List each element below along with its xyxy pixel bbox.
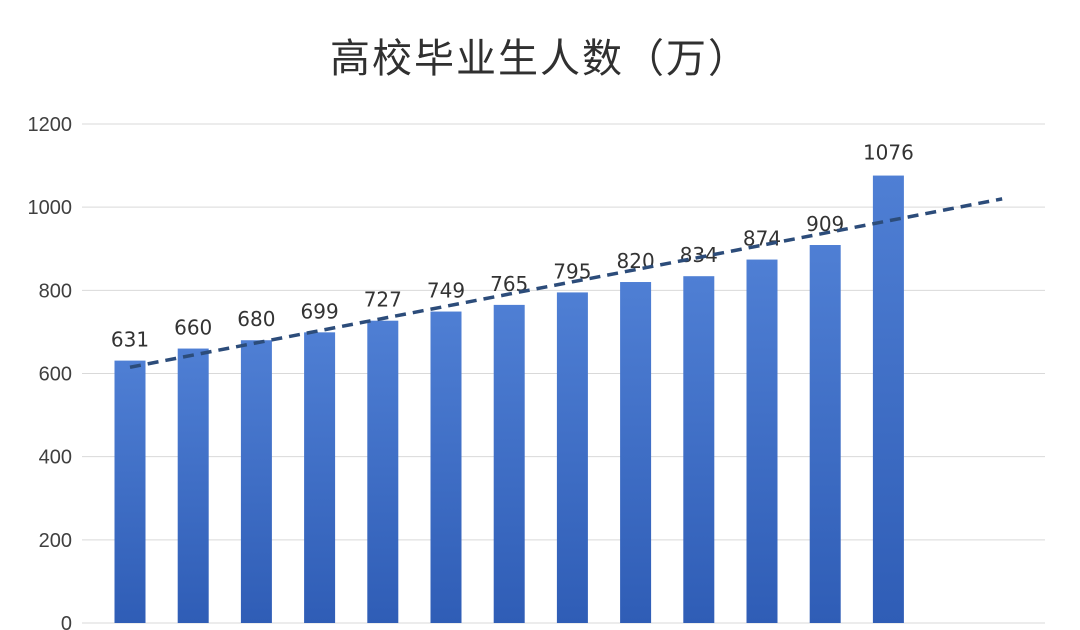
- y-tick-label: 0: [61, 613, 72, 630]
- y-tick-label: 400: [39, 447, 72, 469]
- chart-title: 高校毕业生人数（万）: [330, 36, 750, 82]
- bar: [620, 282, 652, 623]
- y-tick-label: 800: [39, 280, 72, 302]
- bar: [683, 276, 715, 623]
- data-label: 660: [174, 316, 212, 340]
- bar: [367, 320, 399, 623]
- data-label: 749: [427, 279, 465, 303]
- bar: [746, 259, 778, 623]
- bar: [493, 304, 525, 623]
- data-label: 680: [237, 307, 275, 331]
- data-label: 795: [553, 259, 591, 283]
- bar: [872, 175, 904, 623]
- bar: [430, 311, 462, 623]
- data-label: 727: [364, 288, 402, 312]
- y-tick-label: 1000: [28, 197, 73, 219]
- bar: [240, 340, 272, 623]
- data-label: 699: [301, 299, 339, 323]
- bar: [809, 245, 841, 623]
- bar: [304, 332, 336, 623]
- trendline-path: [129, 197, 1003, 369]
- trendline: [129, 197, 1003, 369]
- y-tick-label: 200: [39, 530, 72, 552]
- data-label: 631: [111, 328, 149, 352]
- y-tick-label: 600: [39, 364, 72, 386]
- y-axis: 0 200 400 600 800 1000 1200: [28, 114, 73, 630]
- bar: [114, 360, 146, 623]
- data-label: 1076: [863, 141, 914, 165]
- bar-series: [114, 175, 904, 623]
- bar: [177, 348, 209, 623]
- y-tick-label: 1200: [28, 114, 73, 136]
- data-label: 820: [617, 249, 655, 273]
- bar: [556, 292, 588, 623]
- data-label: 834: [680, 243, 718, 267]
